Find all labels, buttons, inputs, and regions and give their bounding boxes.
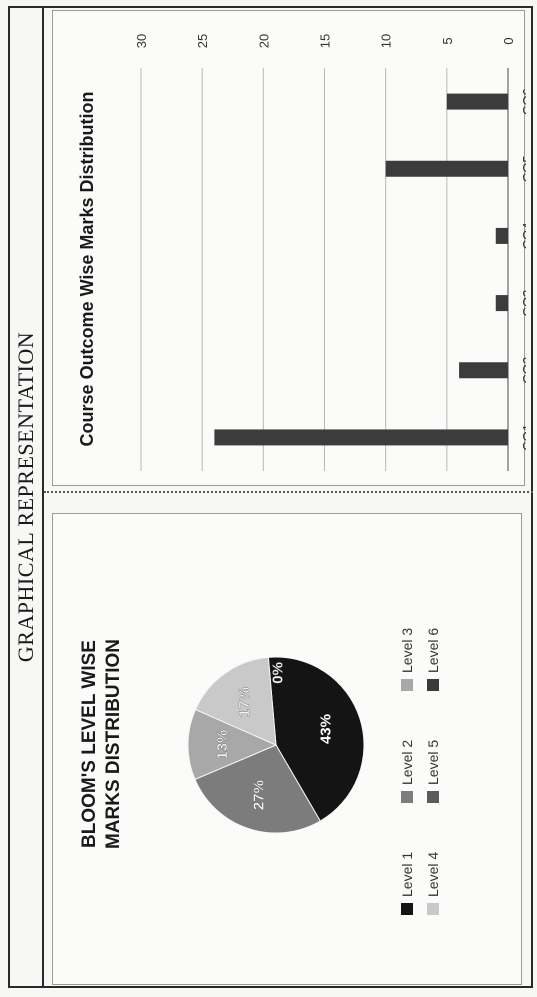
bar-co3 <box>495 295 508 312</box>
legend-swatch <box>401 679 413 691</box>
bar-chart: Course Outcome Wise Marks Distribution 0 5… <box>77 34 526 471</box>
y-tick-label: 30 <box>134 34 149 48</box>
pie-slice-level-1 <box>267 656 365 822</box>
header-band <box>8 6 44 988</box>
pie-slice-level-4 <box>194 656 277 746</box>
pie-chart-title: MARKS DISTRIBUTION <box>103 639 124 849</box>
panel-divider <box>44 491 533 493</box>
pie-data-label: 17% <box>236 687 253 717</box>
legend-label: Level 6 <box>425 628 441 673</box>
y-tick-label: 0 <box>501 37 516 44</box>
legend-label: Level 3 <box>399 628 415 673</box>
bar-co1 <box>214 429 508 446</box>
legend-label: Level 2 <box>399 740 415 785</box>
x-tick-label: CO3 <box>520 290 526 317</box>
y-tick-label: 5 <box>440 37 455 44</box>
legend-swatch <box>427 679 439 691</box>
title-holder: GRAPHICAL REPRESENTATION <box>8 6 44 988</box>
pie-data-label: 27% <box>250 780 267 810</box>
y-tick-label: 15 <box>318 34 333 48</box>
bar-chart-panel: Course Outcome Wise Marks Distribution 0 5… <box>52 10 526 486</box>
pie-slice-level-2 <box>194 744 321 834</box>
legend-label: Level 5 <box>425 740 441 785</box>
pie-slice-level-3 <box>187 708 278 781</box>
x-tick-label: CO4 <box>520 223 526 250</box>
page-frame <box>8 6 533 988</box>
legend-swatch <box>427 791 439 803</box>
x-tick-label: CO5 <box>520 155 526 182</box>
pie-data-label: 13% <box>214 730 231 760</box>
bar-co2 <box>459 362 508 379</box>
bar-co6 <box>446 93 508 110</box>
legend-swatch <box>401 791 413 803</box>
pie-data-label: 0% <box>269 662 286 684</box>
legend-swatch <box>401 903 413 915</box>
y-tick-label: 10 <box>379 34 394 48</box>
pie-data-label: 43% <box>317 714 334 744</box>
legend-label: Level 4 <box>425 852 441 897</box>
pie-chart-panel: BLOOM'S LEVEL WISE MARKS DISTRIBUTION 43% 2… <box>52 513 522 985</box>
y-tick-label: 25 <box>195 34 210 48</box>
page-title: GRAPHICAL REPRESENTATION <box>13 331 38 663</box>
bar-chart-title: Course Outcome Wise Marks Distribution <box>77 92 97 447</box>
pie-chart: BLOOM'S LEVEL WISE MARKS DISTRIBUTION 43% 2… <box>79 628 441 915</box>
x-tick-label: CO6 <box>520 88 526 115</box>
legend-label: Level 1 <box>399 852 415 897</box>
bar-co5 <box>385 160 508 177</box>
x-tick-label: CO2 <box>520 357 526 384</box>
x-tick-label: CO1 <box>520 424 526 451</box>
legend-swatch <box>427 903 439 915</box>
y-tick-label: 20 <box>256 34 271 48</box>
pie-chart-title: BLOOM'S LEVEL WISE <box>79 640 100 848</box>
bar-co4 <box>495 227 508 244</box>
